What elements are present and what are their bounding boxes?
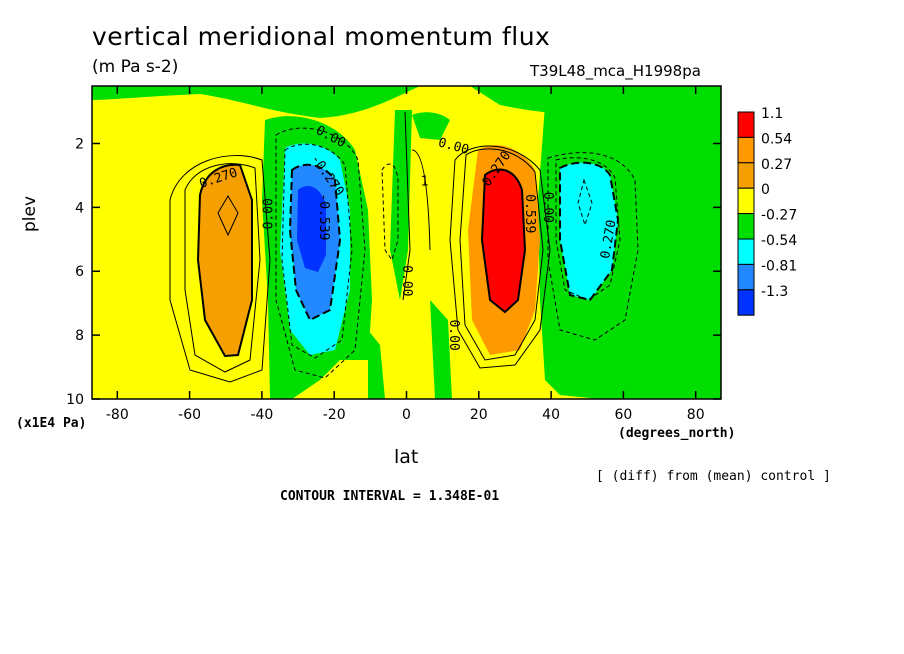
negative-lobe-north — [560, 162, 618, 300]
x-axis-label: lat — [394, 446, 419, 468]
y-axis: 2 4 6 8 10 — [66, 136, 721, 408]
positive-lobe-south — [198, 164, 252, 356]
contour-label: 0.00 — [262, 198, 277, 229]
colorbar-swatch — [737, 136, 755, 164]
y-axis-label: plev — [20, 195, 40, 232]
colorbar-swatch — [737, 111, 755, 138]
colorbar-swatch — [737, 238, 755, 265]
x-tick-label: -40 — [250, 407, 273, 423]
colorbar-swatch — [737, 213, 755, 240]
chart-units: (m Pa s-2) — [92, 57, 179, 77]
x-tick-label: -20 — [323, 407, 346, 423]
colorbar-label: 1.1 — [761, 106, 783, 122]
x-axis: -80 -60 -40 -20 0 20 40 60 80 — [106, 86, 705, 423]
x-tick-label: 20 — [470, 407, 488, 423]
colorbar-swatch — [737, 289, 755, 316]
x-tick-label: -80 — [106, 407, 129, 423]
x-axis-units: (degrees_north) — [618, 426, 736, 441]
run-label: T39L48_mca_H1998pa — [530, 62, 701, 80]
colorbar: 1.1 0.54 0.27 0 -0.27 -0.54 -0.81 -1.3 — [737, 106, 797, 316]
y-tick-label: 8 — [75, 328, 84, 344]
colorbar-label: -0.54 — [761, 233, 797, 249]
colorbar-label: -1.3 — [761, 284, 788, 300]
contour-label: 0.539 — [522, 194, 537, 233]
colorbar-swatch — [737, 162, 755, 189]
colorbar-label: 0.54 — [761, 131, 792, 147]
negative-region-center-4 — [430, 300, 452, 399]
colorbar-swatch — [737, 263, 755, 291]
y-axis-units: (x1E4 Pa) — [16, 416, 87, 431]
contour-interval: CONTOUR INTERVAL = 1.348E-01 — [280, 489, 500, 504]
plot-area: 0.2700.000.00-0.270-0.5390.0010.000.000.… — [92, 86, 721, 399]
chart-title: vertical meridional momentum flux — [92, 22, 551, 51]
contour-label: 0.00 — [399, 265, 414, 296]
negative-region-center-3 — [368, 330, 385, 399]
contour-label: 1 — [421, 174, 429, 189]
colorbar-label: 0 — [761, 182, 770, 198]
colorbar-swatch — [737, 187, 755, 215]
x-tick-label: 40 — [542, 407, 560, 423]
y-tick-label: 2 — [75, 136, 84, 152]
x-tick-label: 60 — [614, 407, 632, 423]
colorbar-label: 0.27 — [761, 157, 792, 173]
colorbar-label: -0.27 — [761, 208, 797, 224]
contour-label: -0.539 — [316, 193, 331, 240]
contour-label: 0.00 — [446, 319, 461, 350]
y-tick-label: 6 — [75, 264, 84, 280]
contour-label: 0.00 — [540, 192, 555, 223]
colorbar-label: -0.81 — [761, 258, 797, 274]
negative-region-center-2 — [412, 112, 450, 140]
x-tick-label: -60 — [178, 407, 201, 423]
x-tick-label: 0 — [402, 407, 411, 423]
x-tick-label: 80 — [687, 407, 705, 423]
negative-lobe-south-core — [297, 185, 326, 272]
diff-note: [ (diff) from (mean) control ] — [596, 469, 831, 484]
y-tick-label: 10 — [66, 392, 84, 408]
y-tick-label: 4 — [75, 200, 84, 216]
contour-label: 0.270 — [598, 219, 620, 260]
positive-lobe-north-core — [482, 169, 525, 312]
